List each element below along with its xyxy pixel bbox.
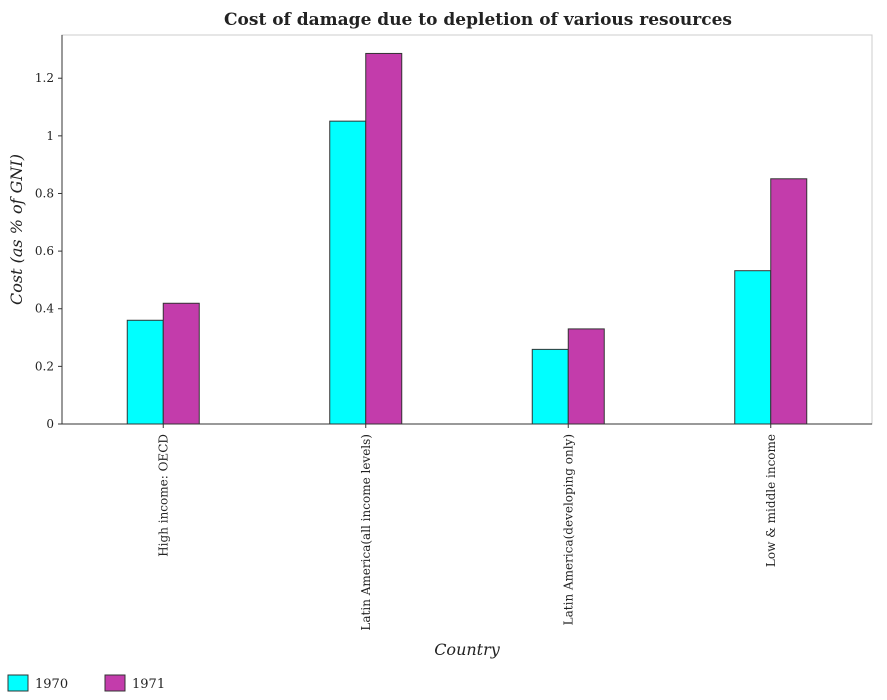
x-tick-label: Low & middle income: [764, 434, 778, 567]
bar-1970: [734, 270, 772, 425]
bar-1970: [531, 348, 569, 425]
legend-swatch-1971: [104, 674, 126, 692]
bar-1971: [567, 328, 605, 425]
chart-title: Cost of damage due to depletion of vario…: [224, 10, 732, 30]
y-tick-label: 0: [46, 417, 54, 431]
x-axis-label: Country: [434, 640, 501, 659]
bars: [126, 52, 808, 425]
y-tick-label: 1.2: [35, 71, 54, 85]
y-axis-ticks: 0 0.2 0.4 0.6 0.8 1 1.2: [35, 71, 62, 431]
x-tick-label: High income: OECD: [156, 434, 170, 557]
legend-label-1970: 1970: [35, 677, 68, 692]
y-tick-label: 0.2: [35, 359, 54, 373]
legend-swatch-1970: [7, 674, 29, 692]
x-tick-label: Latin America(all income levels): [359, 434, 373, 631]
bar-1971: [365, 52, 403, 425]
y-tick-label: 0.4: [35, 302, 54, 316]
y-tick-label: 0.6: [35, 244, 54, 258]
bar-1970: [126, 319, 164, 425]
legend: 1970 1971: [7, 674, 165, 692]
bar-1970: [329, 120, 367, 425]
y-tick-label: 1: [46, 129, 54, 143]
legend-label-1971: 1971: [132, 677, 165, 692]
bar-1971: [162, 302, 200, 425]
bar-1971: [770, 178, 808, 425]
x-tick-label: Latin America(developing only): [561, 434, 575, 625]
x-axis-ticks: High income: OECD Latin America(all incom…: [156, 424, 778, 631]
y-axis-label: Cost (as % of GNI): [7, 154, 26, 305]
y-tick-label: 0.8: [35, 186, 54, 200]
